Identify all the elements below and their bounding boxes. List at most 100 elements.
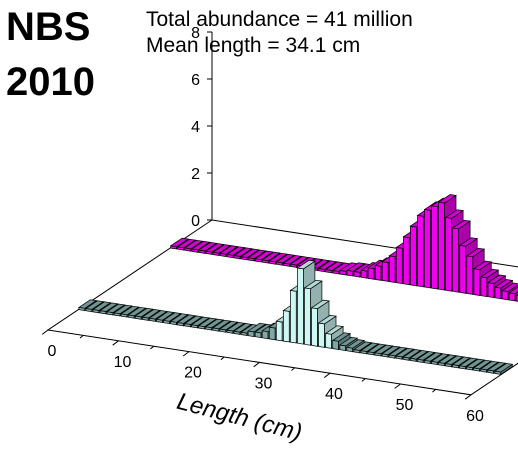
bar-top-face [176, 238, 197, 249]
bar-top-face [77, 299, 98, 309]
x-tick-mark [182, 351, 190, 357]
bar-front-face [487, 282, 495, 299]
bar-top-face [190, 316, 211, 326]
bar-top-face [226, 246, 246, 256]
bar-front-face [417, 214, 424, 288]
bar-top-face [501, 282, 518, 292]
bar-front-face [332, 339, 339, 350]
bar-front-face [261, 330, 269, 340]
bar-top-face [367, 343, 387, 353]
bar-top-face [374, 344, 394, 355]
bar-top-face [451, 219, 472, 230]
bar-top-face [310, 259, 331, 269]
bar-top-face [324, 261, 345, 271]
bar-top-face [416, 351, 436, 361]
bar-top-face [261, 251, 281, 262]
bar-front-face [325, 332, 332, 349]
bar-front-face [268, 326, 276, 341]
bar-top-face [148, 310, 168, 320]
x-tick-mark [464, 394, 472, 400]
bar-top-face [508, 286, 518, 295]
bar-top-face [85, 300, 105, 310]
bar-front-face [275, 320, 283, 342]
bar-top-face [127, 306, 147, 317]
y-tick-label: 2 [191, 166, 200, 183]
x-tick-label: 20 [184, 365, 202, 382]
bar-top-face [120, 305, 140, 316]
x-tick-label: 40 [325, 386, 343, 403]
bar-top-face [494, 279, 514, 289]
bar-row-M [77, 259, 514, 376]
bar-front-face [459, 244, 467, 294]
bar-top-face [92, 301, 112, 311]
bar-front-face [501, 290, 509, 301]
bar-top-face [226, 322, 246, 332]
bar-front-face [395, 246, 403, 285]
x-tick-label: 0 [48, 343, 57, 360]
bar-top-face [205, 243, 225, 253]
bar-row-F [169, 194, 518, 302]
subtitle-mean-length: Mean length = 34.1 cm [146, 34, 360, 57]
bar-top-face [212, 244, 232, 254]
bar-top-face [190, 240, 211, 251]
bar-top-face [240, 248, 260, 258]
bar-front-face [374, 264, 382, 281]
y-axis: 0 2 4 6 8 [191, 25, 213, 230]
bar-top-face [409, 350, 429, 360]
bar-top-face [275, 253, 295, 264]
bar-top-face [204, 318, 225, 329]
bar-top-face [169, 237, 190, 248]
bar-top-face [402, 349, 422, 359]
bar-top-face [324, 325, 345, 335]
bar-top-face [197, 317, 218, 328]
bar-top-face [282, 255, 302, 265]
bar-top-face [233, 247, 253, 257]
x-tick-mark [220, 356, 225, 361]
bar-top-face [162, 312, 182, 322]
x-axis: 0 10 20 30 40 50 60 [41, 329, 484, 425]
bar-top-face [472, 260, 493, 270]
bar-front-face [304, 287, 311, 346]
y-tick-label: 0 [191, 213, 200, 230]
bar-top-face [465, 358, 486, 369]
bar-top-face [317, 314, 337, 325]
x-tick-mark [79, 335, 84, 339]
bar-top-face [331, 332, 352, 342]
bar-front-face [388, 255, 396, 283]
bar-top-face [458, 357, 478, 367]
bar-top-face [310, 299, 330, 310]
bar-top-face [134, 307, 154, 318]
y-tick-label: 6 [191, 72, 200, 89]
subtitle-abundance: Total abundance = 41 million [146, 8, 413, 31]
bar-top-face [352, 341, 373, 351]
bar-front-face [290, 289, 297, 344]
bar-front-face [403, 236, 410, 286]
x-tick-mark [323, 372, 331, 379]
bar-front-face [452, 227, 460, 293]
x-tick-mark [432, 389, 437, 393]
bar-top-face [423, 352, 443, 362]
bar-front-face [480, 276, 488, 298]
bar-top-face [346, 262, 366, 272]
bar-top-face [268, 252, 288, 263]
bar-top-face [303, 279, 323, 290]
x-tick-mark [41, 329, 49, 335]
bar-front-face [367, 267, 375, 280]
y-tick-label: 8 [191, 25, 200, 42]
bar-front-face [431, 205, 438, 290]
bar-top-face [254, 250, 274, 261]
bar-top-face [176, 314, 196, 324]
bar-top-face [493, 363, 514, 373]
bar-top-face [430, 353, 450, 363]
bar-top-face [345, 339, 366, 349]
bar-front-face [473, 268, 481, 296]
x-tick-mark [361, 378, 366, 382]
bar-top-face [437, 354, 457, 364]
bar-top-face [141, 309, 161, 319]
title-line-2: 2010 [6, 60, 95, 104]
title-line-1: NBS [6, 5, 90, 49]
bar-front-face [297, 267, 304, 345]
bar-top-face [465, 247, 486, 258]
bar-top-face [197, 242, 218, 252]
